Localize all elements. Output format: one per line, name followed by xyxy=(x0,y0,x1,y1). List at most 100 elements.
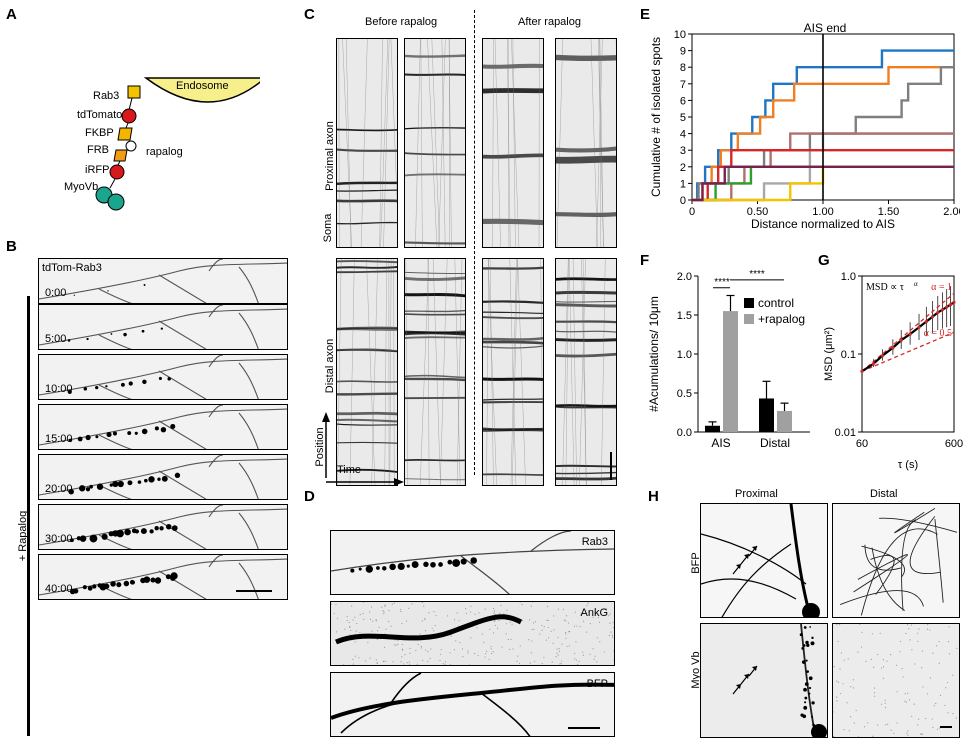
frb-tag xyxy=(113,149,128,162)
myovb-label: MyoVb xyxy=(64,181,99,193)
timelapse-frame: 30:00 xyxy=(38,504,288,550)
msd-point xyxy=(917,325,921,329)
sig-label-2: **** xyxy=(749,269,765,280)
y-tick-label: 7 xyxy=(680,79,686,91)
endosome-label: Endosome xyxy=(176,80,229,92)
schematic-diagram xyxy=(95,77,260,211)
frb-label: FRB xyxy=(87,144,109,156)
legend-label: +rapalog xyxy=(758,312,805,326)
rab3-image: Rab3 xyxy=(330,530,615,595)
x-tick-label: 1.50 xyxy=(878,206,899,218)
category-label: AIS xyxy=(711,436,730,450)
stain-label: Rab3 xyxy=(581,536,608,548)
bar-+rapalog-AIS xyxy=(723,311,738,432)
kymo-scale-bar xyxy=(610,452,612,480)
fit-label-05: α = 0.5 xyxy=(924,328,952,339)
panel-label-c: C xyxy=(304,6,315,23)
chart-e-cumulative: 0 1 2 3 4 5 6 7 8 9 10 0 0.50 1.00 1.50 2.00 AIS end Dist… xyxy=(649,21,960,231)
panel-label-d: D xyxy=(304,488,315,505)
legend-label: control xyxy=(758,296,794,310)
y-tick-label: 0.0 xyxy=(677,427,692,439)
panel-label-a: A xyxy=(6,6,17,23)
g-frame xyxy=(861,275,955,433)
timestamp: 5:00 xyxy=(45,333,67,345)
x-tick-label: 60 xyxy=(856,438,868,450)
h-bfp-proximal xyxy=(700,503,828,618)
bfp-image: BFP xyxy=(330,672,615,737)
irfp-tag xyxy=(109,164,125,180)
msd-point xyxy=(860,369,864,373)
y-tick-label: 1 xyxy=(680,178,686,190)
ankg-image: AnkG xyxy=(330,601,615,666)
kymograph xyxy=(482,38,544,248)
soma-label: Soma xyxy=(322,213,334,243)
time-label: Time xyxy=(337,464,362,476)
fit-alpha-1 xyxy=(861,292,955,372)
irfp-label: iRFP xyxy=(85,164,110,176)
y-tick-label: 0 xyxy=(680,195,686,207)
rab3-label: Rab3 xyxy=(93,90,120,102)
g-y-axis-label: MSD (μm²) xyxy=(823,327,835,381)
kymograph xyxy=(404,258,466,486)
h-distal-label: Distal xyxy=(870,488,898,500)
x-tick-label: 0.50 xyxy=(747,206,768,218)
rapalog-shape xyxy=(125,140,137,152)
category-label: Distal xyxy=(760,436,790,450)
axes-arrows xyxy=(322,412,404,486)
stain-label: BFP xyxy=(586,678,608,690)
stain-label: AnkG xyxy=(580,607,608,619)
msd-point xyxy=(952,300,956,304)
y-tick-label: 5 xyxy=(680,112,686,124)
y-tick-label: 2 xyxy=(680,162,686,174)
y-tick-label: 3 xyxy=(680,145,686,157)
sig-label-1: **** xyxy=(714,277,730,288)
panel-label-e: E xyxy=(640,6,651,23)
msd-point xyxy=(936,310,940,315)
proximal-axon-label: Proximal axon xyxy=(324,121,336,191)
series-line-0 xyxy=(692,49,954,202)
g-annotation: MSD ∝ τ xyxy=(866,282,904,293)
y-tick-label: 10 xyxy=(674,29,686,41)
x-axis-label: Distance normalized to AIS xyxy=(751,217,895,231)
ais-end-label: AIS end xyxy=(804,21,847,35)
chart-f-bars: 0.0 0.5 1.0 1.5 2.0 AIS Distal **** **** control +… xyxy=(647,269,810,450)
panel-label-f: F xyxy=(640,252,650,269)
bar-+rapalog-Distal xyxy=(777,410,792,432)
h-bfp-distal xyxy=(832,503,960,618)
msd-point xyxy=(945,305,949,309)
legend-swatch xyxy=(744,314,754,324)
h-myovb-distal xyxy=(832,623,960,738)
kymograph xyxy=(336,38,398,248)
msd-point xyxy=(908,332,912,336)
x-tick-label: 1.00 xyxy=(812,206,833,218)
stain-scale-bar xyxy=(568,727,600,729)
h-myovb-proximal xyxy=(700,623,828,738)
y-axis-label: Cumulative # of isolated spots xyxy=(649,37,663,197)
fit-label-1: α = 1 xyxy=(931,282,952,293)
y-tick-label: 2.0 xyxy=(677,271,692,283)
y-tick-label: 1.0 xyxy=(677,349,692,361)
timelapse-frame: 5:00 xyxy=(38,304,288,350)
h-proximal-label: Proximal xyxy=(735,488,778,500)
kymograph xyxy=(555,258,617,486)
timestamp: 0:00 xyxy=(45,287,67,299)
msd-point xyxy=(880,354,885,358)
msd-point xyxy=(948,302,953,307)
rapalog-label: rapalog xyxy=(146,146,183,158)
timestamp: 15:00 xyxy=(45,433,73,445)
fit-alpha-05 xyxy=(861,331,955,372)
y-tick-label: 0.01 xyxy=(835,427,856,439)
rapalog-bar xyxy=(27,296,30,736)
msd-point xyxy=(891,346,895,350)
y-tick-label: 9 xyxy=(680,46,686,58)
y-tick-label: 8 xyxy=(680,62,686,74)
timestamp: 30:00 xyxy=(45,533,73,545)
y-tick-label: 4 xyxy=(680,129,686,141)
tdtomato-label: tdTomato xyxy=(77,109,123,121)
timelapse-frame: 20:00 xyxy=(38,454,288,500)
divider-dashed xyxy=(474,10,475,475)
position-label: Position xyxy=(314,427,326,467)
tdtomato-tag xyxy=(121,108,137,124)
after-rapalog-label: After rapalog xyxy=(518,16,581,28)
bar-control-Distal xyxy=(759,398,774,432)
